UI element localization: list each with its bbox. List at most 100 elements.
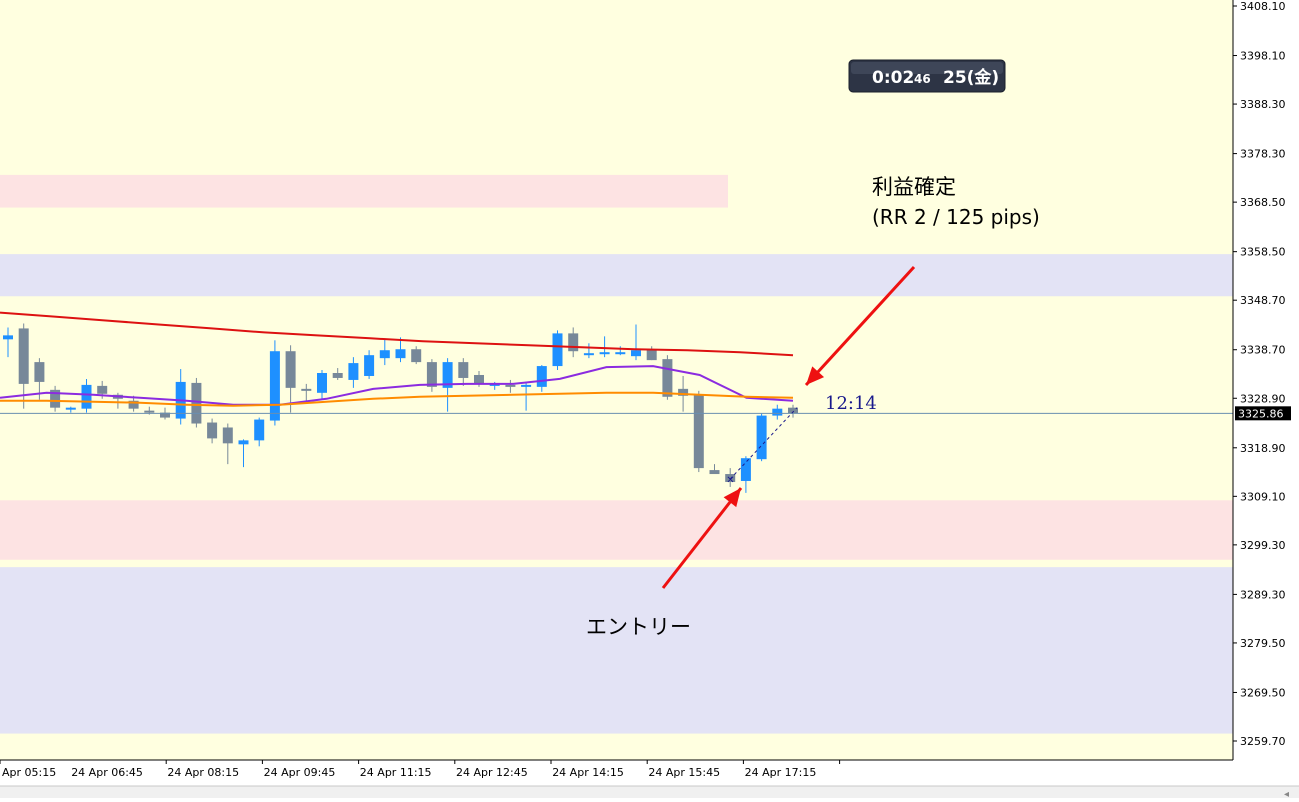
price-axis: 3408.10 3398.10 3388.30 3378.30 3368.50 3358.…: [1233, 0, 1291, 748]
price-tick-label: 3279.50: [1240, 637, 1286, 650]
candle-body: [160, 412, 170, 418]
candle-body: [254, 419, 265, 441]
price-tick-label: 3318.90: [1240, 442, 1286, 455]
price-tick-label: 3348.70: [1240, 294, 1286, 307]
time-tick-label: 24 Apr 14:15: [552, 766, 624, 779]
candle-body: [301, 388, 312, 391]
candle-body: [348, 363, 359, 380]
candle-body: [411, 349, 422, 363]
candle-body: [631, 350, 641, 357]
price-tick-label: 3388.30: [1240, 98, 1286, 111]
zone-demand-3: [0, 567, 1233, 734]
price-tick-label: 3259.70: [1240, 735, 1286, 748]
candle-body: [583, 353, 594, 356]
price-tick-label: 3378.30: [1240, 148, 1286, 161]
entry-marker-icon: ✕: [726, 475, 734, 486]
candle-body: [474, 374, 484, 384]
price-tick-label: 3358.50: [1240, 246, 1286, 259]
candle-body: [238, 440, 249, 445]
time-tick-label: 24 Apr 09:45: [264, 766, 336, 779]
candle-body: [725, 474, 736, 482]
candle-body: [81, 384, 92, 409]
candle-body: [646, 350, 657, 361]
entry-label: エントリー: [586, 615, 691, 639]
candle-body: [379, 350, 390, 359]
timer-seconds: 46: [914, 72, 931, 86]
scroll-right-icon[interactable]: ◂: [1284, 789, 1289, 800]
timer-day: 25(金): [943, 67, 999, 88]
take-profit-arrow-head: [806, 366, 825, 385]
time-tick-label: 24 Apr 12:45: [456, 766, 528, 779]
zone-supply-0: [0, 174, 728, 208]
price-tick-label: 3289.30: [1240, 588, 1286, 601]
trade-dashed-line: [729, 407, 798, 480]
candle-body: [269, 351, 280, 421]
price-tick-label: 3328.90: [1240, 392, 1286, 405]
candle-body: [364, 355, 375, 376]
candle-body: [191, 382, 202, 424]
time-tick-label: 24 Apr 08:15: [167, 766, 239, 779]
current-price-tag: [1235, 406, 1291, 421]
zones-layer: [0, 174, 1233, 734]
candle-body: [458, 362, 469, 378]
candle-body: [65, 407, 76, 410]
countdown-text: 12:14: [825, 393, 877, 414]
moving-average-line-0: [0, 311, 794, 357]
candle-body: [144, 410, 155, 413]
time-tick-label: Apr 05:15: [2, 766, 56, 779]
take-profit-arrow-shaft: [804, 265, 916, 387]
candle-body: [97, 385, 108, 394]
candle-body: [599, 352, 610, 355]
candle-body: [521, 384, 532, 387]
entry-arrow-head: [723, 488, 741, 508]
candle-body: [740, 458, 751, 481]
current-price-value: 3325.86: [1238, 407, 1284, 420]
candle-body: [317, 373, 327, 393]
candle-body: [756, 415, 767, 460]
candle-body: [3, 335, 13, 340]
price-tick-label: 3309.10: [1240, 490, 1286, 503]
candle-body: [536, 366, 547, 387]
time-tick-label: 24 Apr 17:15: [745, 766, 817, 779]
timer-widget: 0:02 46 25(金): [848, 59, 1006, 93]
candle-body: [426, 362, 437, 387]
candle-body: [285, 351, 296, 388]
candle-body: [505, 384, 516, 387]
timer-main: 0:02: [872, 68, 914, 88]
price-axis-panel[interactable]: [1233, 0, 1299, 798]
time-tick-label: 24 Apr 15:45: [648, 766, 720, 779]
take-profit-label: 利益確定: [872, 175, 956, 199]
entry-arrow-shaft: [661, 487, 743, 589]
candle-body: [788, 407, 798, 414]
time-axis: Apr 05:15 24 Apr 06:45 24 Apr 08:15 24 Apr …: [0, 760, 841, 779]
candle-body: [709, 470, 720, 475]
price-tick-label: 3398.10: [1240, 50, 1286, 63]
candle-body: [128, 400, 139, 409]
moving-average-line-2: [0, 391, 794, 407]
candles-layer: [3, 323, 798, 493]
moving-average-line-1: [0, 365, 794, 406]
candle-body: [18, 328, 29, 384]
time-tick-label: 24 Apr 11:15: [360, 766, 432, 779]
candle-body: [662, 359, 673, 397]
price-tick-label: 3338.70: [1240, 344, 1286, 357]
price-tick-label: 3269.50: [1240, 686, 1286, 699]
candle-body: [552, 333, 563, 367]
zone-supply-2: [0, 500, 1233, 560]
horizontal-scrollbar[interactable]: [0, 786, 1299, 798]
candle-body: [693, 394, 704, 469]
price-tick-label: 3408.10: [1240, 0, 1286, 13]
zone-demand-1: [0, 254, 1233, 297]
candle-body: [489, 383, 500, 386]
timer-gloss: [851, 62, 1003, 74]
take-profit-sublabel: (RR 2 / 125 pips): [872, 205, 1040, 229]
price-tick-label: 3299.30: [1240, 539, 1286, 552]
candle-body: [678, 388, 689, 396]
moving-averages-layer: [0, 311, 794, 407]
candle-body: [34, 362, 45, 382]
candle-body: [568, 333, 579, 352]
time-tick-label: 24 Apr 06:45: [71, 766, 143, 779]
candle-body: [615, 352, 626, 355]
